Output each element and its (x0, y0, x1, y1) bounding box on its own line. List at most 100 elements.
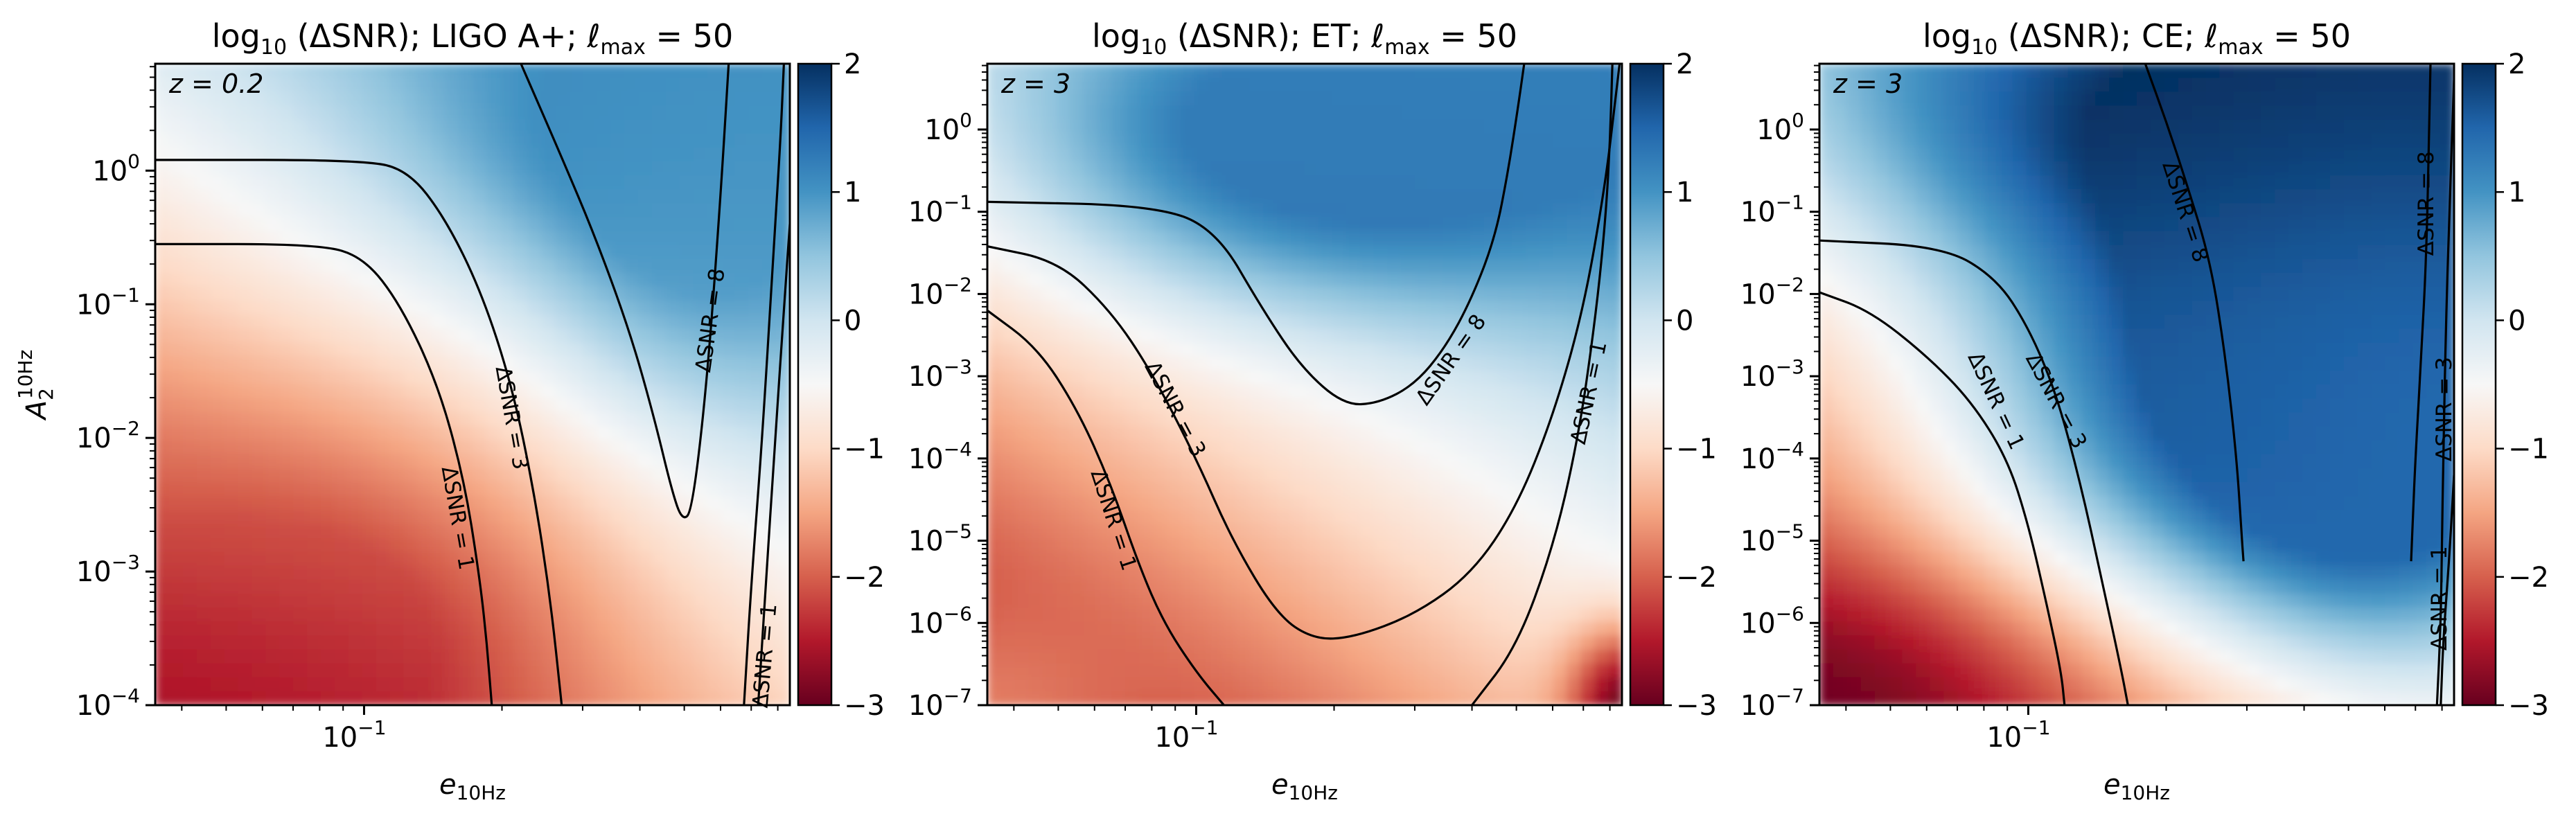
heatmap-cell (1846, 454, 1862, 469)
heatmap-cell (1957, 496, 1973, 511)
heatmap-cell (1819, 64, 1834, 79)
heatmap-cell (734, 481, 750, 497)
heatmap-cell (1000, 593, 1016, 609)
heatmap-cell (527, 258, 542, 274)
heatmap-cell (210, 342, 225, 357)
heatmap-cell (196, 496, 211, 511)
heatmap-cell (527, 440, 542, 455)
heatmap-cell (1277, 91, 1292, 107)
heatmap-cell (1594, 356, 1609, 371)
heatmap-cell (1401, 621, 1416, 637)
x-tick-label: 10−1 (322, 716, 386, 754)
heatmap-cell (1332, 384, 1347, 400)
y-tick-label: 10−1 (76, 283, 140, 321)
heatmap-cell (1387, 287, 1402, 302)
heatmap-cell (320, 607, 335, 623)
heatmap-cell (307, 440, 321, 455)
heatmap-cell (1318, 203, 1333, 218)
heatmap-cell (1332, 579, 1347, 594)
heatmap-cell (1152, 468, 1167, 483)
heatmap-cell (597, 440, 612, 455)
heatmap-cell (583, 272, 598, 288)
heatmap-cell (1139, 440, 1154, 455)
heatmap-cell (1263, 510, 1278, 525)
heatmap-cell (417, 510, 432, 525)
heatmap-cell (1332, 301, 1347, 316)
heatmap-cell (1608, 203, 1622, 218)
heatmap-cell (1553, 607, 1568, 623)
heatmap-cell (679, 175, 694, 190)
heatmap-cell (748, 147, 764, 162)
heatmap-cell (182, 398, 197, 414)
heatmap-cell (734, 635, 750, 650)
heatmap-cell (1166, 133, 1181, 148)
heatmap-cell (1346, 217, 1361, 232)
heatmap-cell (734, 64, 750, 79)
heatmap-cell (1249, 496, 1264, 511)
heatmap-cell (1401, 272, 1416, 288)
heatmap-cell (555, 510, 570, 525)
heatmap-cell (1028, 412, 1043, 427)
heatmap-cell (320, 426, 335, 441)
heatmap-cell (348, 440, 363, 455)
heatmap-cell (527, 384, 542, 400)
heatmap-cell (1497, 105, 1512, 121)
heatmap-cell (665, 258, 680, 274)
heatmap-cell (1456, 64, 1471, 79)
heatmap-cell (252, 314, 267, 330)
heatmap-cell (1943, 607, 1959, 623)
heatmap-cell (679, 635, 694, 650)
heatmap-cell (693, 328, 708, 344)
heatmap-cell (1305, 426, 1319, 441)
heatmap-cell (348, 91, 363, 107)
heatmap-cell (762, 565, 777, 580)
heatmap-cell (293, 133, 308, 148)
heatmap-cell (1235, 175, 1251, 190)
heatmap-cell (431, 245, 446, 260)
heatmap-cell (1443, 78, 1458, 93)
heatmap-cell (721, 245, 736, 260)
heatmap-cell (1097, 593, 1113, 609)
heatmap-cell (1860, 272, 1876, 288)
heatmap-cell (1221, 677, 1237, 692)
heatmap-cell (987, 189, 1002, 204)
heatmap-cell (155, 314, 170, 330)
heatmap-cell (748, 78, 764, 93)
heatmap-cell (734, 245, 750, 260)
heatmap-cell (1833, 231, 1848, 246)
heatmap-cell (376, 621, 391, 637)
heatmap-cell (500, 119, 515, 134)
heatmap-cell (265, 565, 281, 580)
heatmap-cell (1359, 649, 1375, 664)
heatmap-cell (665, 91, 680, 107)
heatmap-cell (1235, 217, 1251, 232)
heatmap-cell (1483, 621, 1499, 637)
heatmap-cell (1415, 105, 1430, 121)
heatmap-cell (1874, 328, 1889, 344)
heatmap-cell (1833, 551, 1848, 567)
heatmap-cell (513, 593, 529, 609)
heatmap-cell (196, 189, 211, 204)
heatmap-cell (362, 161, 377, 177)
heatmap-cell (320, 119, 335, 134)
heatmap-cell (1971, 412, 1986, 427)
heatmap-cell (1971, 356, 1986, 371)
heatmap-cell (1916, 217, 1931, 232)
heatmap-cell (734, 119, 750, 134)
heatmap-cell (527, 551, 542, 567)
heatmap-cell (1401, 356, 1416, 371)
heatmap-cell (279, 538, 294, 553)
heatmap-cell (1208, 175, 1223, 190)
heatmap-cell (1235, 147, 1251, 162)
heatmap-cell (1888, 384, 1903, 400)
heatmap-cell (748, 328, 764, 344)
heatmap-cell (1608, 258, 1622, 274)
heatmap-cell (1819, 133, 1834, 148)
heatmap-cell (1194, 258, 1209, 274)
heatmap-cell (569, 593, 584, 609)
heatmap-cell (679, 551, 694, 567)
heatmap-cell (1373, 524, 1388, 539)
heatmap-cell (182, 426, 197, 441)
heatmap-cell (1152, 663, 1167, 678)
heatmap-cell (1874, 133, 1889, 148)
